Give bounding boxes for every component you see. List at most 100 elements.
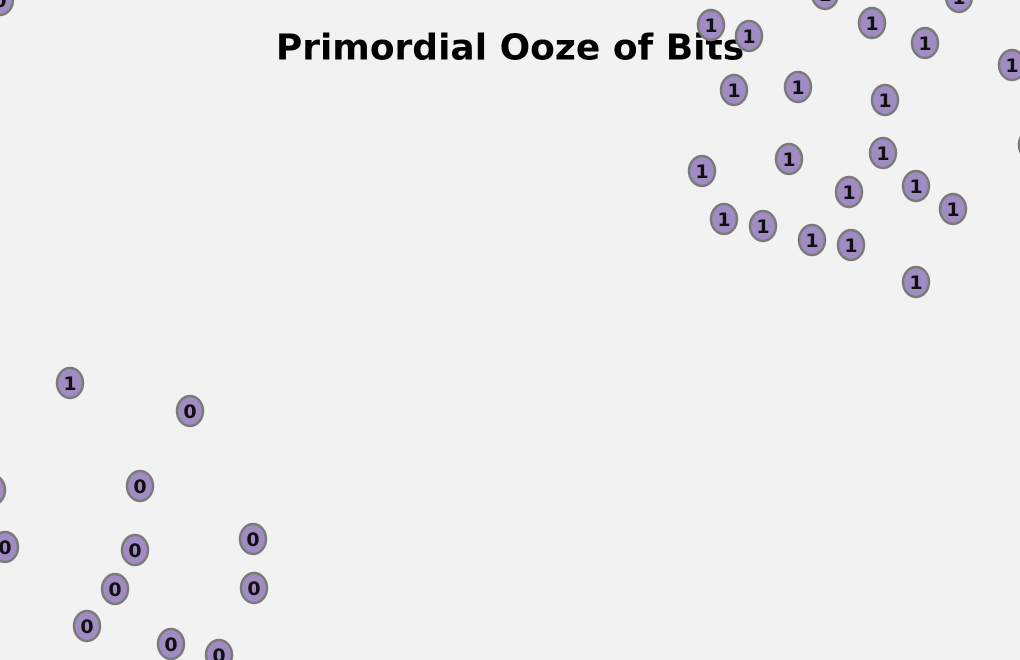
bit: 1: [901, 265, 931, 299]
bit-label: 1: [878, 90, 891, 112]
bit: 1: [783, 70, 813, 104]
bit: 0: [125, 469, 155, 503]
bit-label: 0: [0, 0, 7, 12]
bit-label: 1: [695, 161, 708, 183]
bit-label: 0: [0, 537, 12, 559]
bit: 1: [938, 192, 968, 226]
bit-body: [910, 26, 940, 60]
bit-body: [709, 202, 739, 236]
bit: 1: [857, 6, 887, 40]
bit-body: [696, 8, 726, 42]
bit: 0: [204, 638, 234, 660]
bit: 1: [910, 26, 940, 60]
bit-body: [868, 136, 898, 170]
bit: 1: [748, 209, 778, 243]
bit-label: 1: [1005, 55, 1018, 77]
bit-label: 1: [952, 0, 965, 9]
bit: 0: [120, 533, 150, 567]
bit: 1: [944, 0, 974, 14]
bit: 1: [774, 142, 804, 176]
bit-body: [175, 394, 205, 428]
bit-body: [238, 522, 268, 556]
bit-body: [72, 609, 102, 643]
bit-body: [836, 228, 866, 262]
bit: 1: [696, 8, 726, 42]
bit-body: [870, 83, 900, 117]
bit: 1: [836, 228, 866, 262]
bit-body: [120, 533, 150, 567]
title: Primordial Ooze of Bits: [276, 28, 744, 69]
bit-label: 1: [909, 176, 922, 198]
bit-label: 1: [805, 230, 818, 252]
bit-body: [100, 572, 130, 606]
bit-body: [901, 169, 931, 203]
bit-label: 1: [946, 199, 959, 221]
bit-body: [748, 209, 778, 243]
bit-label: 1: [909, 272, 922, 294]
bit-body: [811, 0, 839, 11]
bit: 0: [72, 609, 102, 643]
bit-label: 1: [63, 373, 76, 395]
bit-label: 1: [717, 209, 730, 231]
bit: 1: [868, 136, 898, 170]
bit-body: [734, 19, 764, 53]
bit-body: [938, 192, 968, 226]
bit-label: 1: [742, 26, 755, 48]
bit: 1: [687, 154, 717, 188]
bit-body: [204, 638, 234, 660]
bit-body: [834, 175, 864, 209]
bit-label: 0: [108, 579, 121, 601]
bit-label: 1: [782, 149, 795, 171]
bit-label: 1: [918, 33, 931, 55]
bit: 0: [156, 627, 186, 660]
bit-label: 0: [212, 645, 225, 660]
bit-body: [944, 0, 974, 14]
bit: 1: [55, 366, 85, 400]
bit-label: 0: [128, 540, 141, 562]
bit-label: 1: [756, 216, 769, 238]
bit: 1: [709, 202, 739, 236]
bit: 1: [797, 223, 827, 257]
bit-label: 0: [247, 578, 260, 600]
bit-body: [901, 265, 931, 299]
bit-body: [797, 223, 827, 257]
bit: 1: [870, 83, 900, 117]
bit-label: 0: [133, 476, 146, 498]
bit: 0: [100, 572, 130, 606]
bit: 0: [0, 0, 15, 17]
bit-label: 1: [865, 13, 878, 35]
bit: 0: [238, 522, 268, 556]
bit-body: [156, 627, 186, 660]
bit-body: [719, 73, 749, 107]
bit-label: 1: [876, 143, 889, 165]
bit-body: [0, 476, 7, 504]
bit: 1: [719, 73, 749, 107]
bit-body: [125, 469, 155, 503]
bit-label: 0: [183, 401, 196, 423]
bit-label: 0: [246, 529, 259, 551]
bit: 0: [175, 394, 205, 428]
bit-label: 1: [842, 182, 855, 204]
bit-label: 1: [844, 235, 857, 257]
bit: 0: [0, 530, 20, 564]
bit-label: 1: [704, 15, 717, 37]
bit: 1: [834, 175, 864, 209]
bit-body: [997, 48, 1020, 82]
bit: 1: [734, 19, 764, 53]
bit-body: [687, 154, 717, 188]
bit: 0: [0, 476, 7, 504]
bit: 1: [997, 48, 1020, 82]
bit: 0: [239, 571, 269, 605]
bit-body: [239, 571, 269, 605]
bit: 1: [811, 0, 839, 11]
bit-body: [783, 70, 813, 104]
bit: 1: [901, 169, 931, 203]
bit-label: 1: [791, 77, 804, 99]
bit-body: [774, 142, 804, 176]
bit-body: [857, 6, 887, 40]
bit-body: [0, 530, 20, 564]
bit-label: 1: [818, 0, 831, 6]
